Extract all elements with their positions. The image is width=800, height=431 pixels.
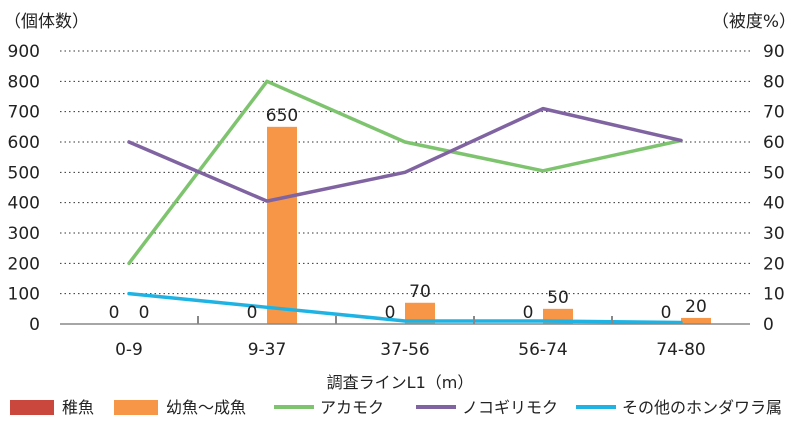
left-tick-label: 0 <box>29 315 40 335</box>
line-series-2 <box>127 291 683 325</box>
left-tick-label: 500 <box>8 163 40 183</box>
right-tick-label: 30 <box>763 224 785 244</box>
left-tick-label: 800 <box>8 72 40 92</box>
line-series-0 <box>127 79 683 266</box>
bar-data-label: 0 <box>661 303 672 323</box>
bar-1-2 <box>405 302 435 324</box>
bar-data-label: 650 <box>266 106 298 126</box>
right-tick-label: 10 <box>763 285 785 305</box>
legend-swatch-bar <box>10 400 54 415</box>
x-tick-label: 74-80 <box>656 340 705 360</box>
right-tick-label: 20 <box>763 254 785 274</box>
right-tick-label: 50 <box>763 163 785 183</box>
bars <box>267 126 711 324</box>
right-y-ticks: 0 10 20 30 40 50 60 70 80 90 <box>763 42 785 335</box>
left-tick-label: 300 <box>8 224 40 244</box>
legend-label: 幼魚～成魚 <box>166 398 246 417</box>
x-tick-label: 56-74 <box>518 340 567 360</box>
right-tick-label: 0 <box>763 315 774 335</box>
right-tick-label: 90 <box>763 42 785 62</box>
line-series-1 <box>127 106 683 203</box>
left-y-ticks: 0 100 200 300 400 500 600 700 800 900 <box>8 42 40 335</box>
legend-label: アカモク <box>320 398 384 417</box>
bar-data-label: 0 <box>523 303 534 323</box>
x-tick-label: 37-56 <box>380 340 429 360</box>
right-tick-label: 70 <box>763 103 785 123</box>
legend-label: 稚魚 <box>62 398 94 417</box>
x-axis-title: 調査ラインL1（m） <box>327 373 474 392</box>
right-axis-unit: （被度%） <box>712 12 796 32</box>
left-tick-label: 900 <box>8 42 40 62</box>
right-tick-label: 60 <box>763 133 785 153</box>
left-tick-label: 100 <box>8 285 40 305</box>
left-tick-label: 200 <box>8 254 40 274</box>
bar-data-label: 0 <box>109 303 120 323</box>
left-tick-label: 400 <box>8 194 40 214</box>
bar-data-label: 0 <box>139 303 150 323</box>
legend-swatch-bar <box>114 400 158 415</box>
left-axis-unit: （個体数） <box>4 12 89 32</box>
left-tick-label: 600 <box>8 133 40 153</box>
bar-1-1 <box>267 126 297 324</box>
left-tick-label: 700 <box>8 103 40 123</box>
legend-label: その他のホンダワラ属 <box>622 398 782 417</box>
bar-data-label: 20 <box>685 297 707 317</box>
x-tick-label: 9-37 <box>248 340 287 360</box>
bar-data-label: 0 <box>247 303 258 323</box>
bar-data-label: 70 <box>409 282 431 302</box>
bar-1-4 <box>681 317 711 324</box>
x-tick-label: 0-9 <box>115 340 143 360</box>
bar-data-label: 50 <box>547 288 569 308</box>
lines <box>127 79 683 325</box>
right-tick-label: 80 <box>763 72 785 92</box>
legend: 稚魚 幼魚～成魚 アカモク ノコギリモク その他のホンダワラ属 <box>10 398 782 417</box>
legend-label: ノコギリモク <box>462 398 558 417</box>
x-axis: 0-9 9-37 37-56 56-74 74-80 <box>60 316 750 360</box>
bar-data-label: 0 <box>385 303 396 323</box>
right-tick-label: 40 <box>763 194 785 214</box>
